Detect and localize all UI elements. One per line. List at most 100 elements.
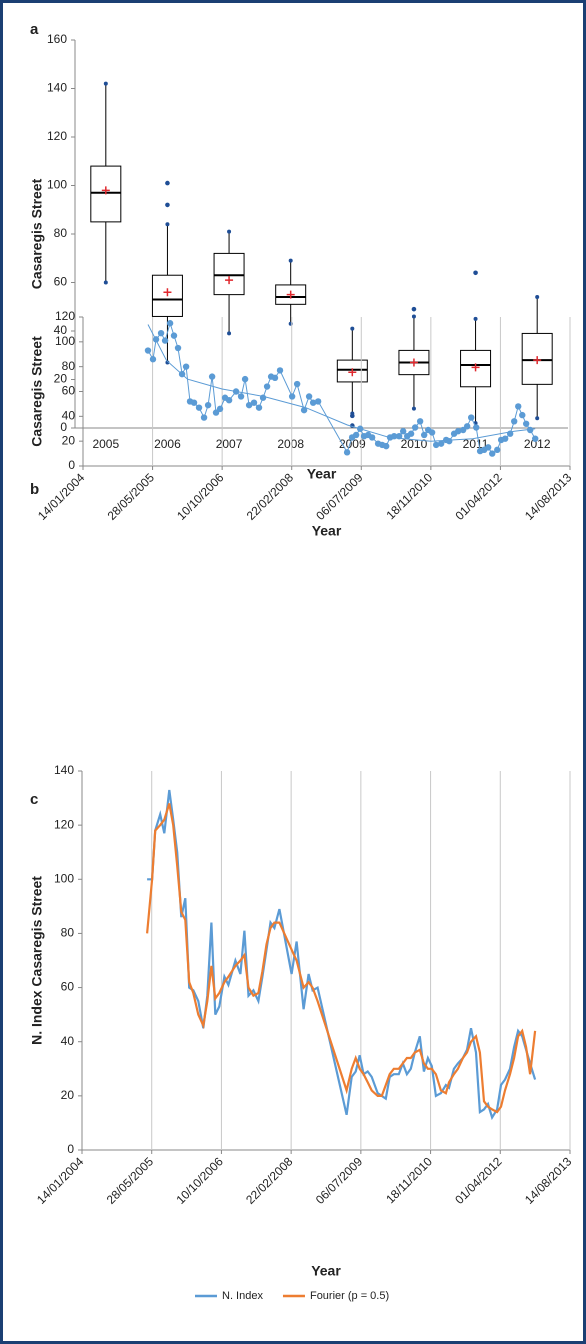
whisker-cap <box>103 280 108 285</box>
point <box>152 336 160 343</box>
point <box>420 431 428 439</box>
outlier <box>165 180 170 186</box>
point <box>305 393 313 400</box>
x-axis-label: Year <box>312 523 342 539</box>
x-tick-label: 2008 <box>277 437 304 451</box>
point <box>212 409 220 416</box>
point <box>494 446 501 454</box>
panel-label: b <box>30 481 39 498</box>
y-axis-label: N. Index Casaregis Street <box>29 876 45 1045</box>
point <box>356 425 364 432</box>
point <box>522 420 530 427</box>
y-tick-label: 120 <box>54 817 74 831</box>
y-tick-label: 100 <box>47 178 67 192</box>
point <box>501 435 509 442</box>
point <box>200 414 208 421</box>
mean-marker <box>101 186 110 195</box>
point <box>225 396 233 404</box>
series-line <box>147 321 536 455</box>
y-tick-label: 0 <box>68 458 75 472</box>
point <box>416 418 424 425</box>
y-tick-label: 100 <box>54 871 74 885</box>
point <box>506 430 514 437</box>
point <box>166 320 174 327</box>
y-tick-label: 60 <box>54 275 68 289</box>
point <box>314 398 322 405</box>
whisker-cap <box>103 81 108 86</box>
whisker-cap <box>165 360 170 365</box>
point <box>428 429 436 436</box>
point <box>263 383 271 390</box>
y-tick-label: 100 <box>55 334 75 348</box>
point <box>293 380 301 388</box>
point <box>489 450 496 457</box>
mean-marker <box>348 368 357 377</box>
point <box>259 394 267 401</box>
point <box>390 433 398 440</box>
y-tick-label: 60 <box>62 384 76 398</box>
point <box>271 374 279 382</box>
mean-marker <box>163 288 172 297</box>
y-tick-label: 80 <box>54 226 68 240</box>
y-tick-label: 40 <box>61 1034 75 1048</box>
panel-label: c <box>30 791 38 808</box>
point <box>368 434 376 441</box>
whisker-cap <box>411 314 416 319</box>
point <box>511 418 518 425</box>
point <box>382 442 390 450</box>
legend-label: Fourier (p = 0.5) <box>310 1290 389 1302</box>
y-axis-label: Casaregis Street <box>29 178 45 289</box>
point <box>309 399 317 406</box>
point <box>250 399 258 406</box>
point <box>515 403 522 410</box>
whisker-cap <box>473 316 478 321</box>
point <box>484 444 492 451</box>
point <box>446 437 453 445</box>
x-axis-label: Year <box>311 1263 341 1279</box>
point <box>519 411 526 419</box>
y-tick-label: 120 <box>55 309 75 323</box>
y-tick-label: 120 <box>47 129 67 143</box>
y-tick-label: 40 <box>54 323 68 337</box>
point <box>300 406 308 414</box>
point <box>208 373 216 380</box>
mean-marker <box>286 290 295 299</box>
mean-marker <box>225 276 234 285</box>
panel-label: a <box>30 21 39 38</box>
y-tick-label: 140 <box>54 763 74 777</box>
point <box>407 430 415 437</box>
y-tick-label: 20 <box>61 1088 75 1102</box>
whisker-cap <box>535 295 540 300</box>
point <box>463 423 471 430</box>
y-tick-label: 160 <box>47 32 67 46</box>
point <box>170 332 178 339</box>
y-tick-label: 80 <box>61 926 75 940</box>
mean-marker <box>409 358 418 367</box>
point <box>161 337 169 344</box>
point <box>352 431 360 439</box>
point <box>204 401 212 409</box>
box <box>213 252 245 296</box>
x-axis-label: Year <box>307 466 337 482</box>
y-tick-label: 80 <box>62 359 76 373</box>
x-tick-label: 2007 <box>216 437 243 451</box>
point <box>437 440 445 447</box>
point <box>454 428 462 435</box>
y-tick-label: 20 <box>62 433 76 447</box>
y-tick-label: 20 <box>54 372 68 386</box>
point <box>399 428 407 435</box>
y-tick-label: 40 <box>62 409 76 423</box>
point <box>276 367 284 374</box>
legend-label: N. Index <box>222 1290 263 1302</box>
point <box>288 393 296 400</box>
point <box>255 404 263 411</box>
point <box>473 424 480 431</box>
point <box>237 393 245 400</box>
whisker-cap <box>350 326 355 331</box>
point <box>232 388 240 395</box>
y-tick-label: 0 <box>60 420 67 434</box>
point <box>411 424 419 431</box>
x-tick-label: 2012 <box>524 437 551 451</box>
